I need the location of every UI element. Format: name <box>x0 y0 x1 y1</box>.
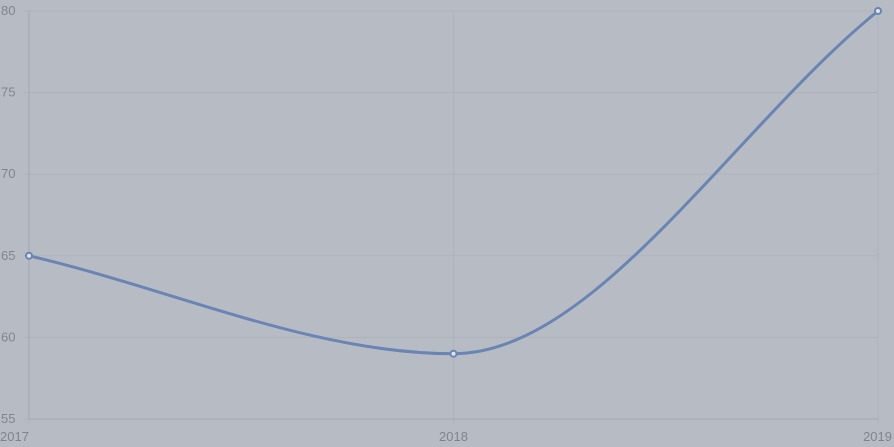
axes <box>28 11 878 420</box>
series-line <box>27 9 880 356</box>
data-point-2017[interactable] <box>25 251 33 260</box>
x-tick-label: 2018 <box>439 429 468 444</box>
y-tick-label: 65 <box>1 248 15 263</box>
x-axis-ticks: 2017 2018 2019 <box>0 429 892 444</box>
y-tick-label: 60 <box>1 329 15 344</box>
x-tick-label: 2017 <box>0 429 29 444</box>
y-tick-label: 55 <box>1 411 15 426</box>
x-tick-label: 2019 <box>863 429 892 444</box>
y-tick-label: 75 <box>1 85 15 100</box>
grid <box>24 10 879 424</box>
y-tick-label: 70 <box>1 166 15 181</box>
y-axis-ticks: 55 60 65 70 75 80 <box>1 3 15 426</box>
series <box>27 9 880 356</box>
data-points <box>25 7 882 358</box>
data-point-2018[interactable] <box>449 349 458 358</box>
data-point-2019[interactable] <box>874 7 882 15</box>
y-tick-label: 80 <box>1 3 15 18</box>
